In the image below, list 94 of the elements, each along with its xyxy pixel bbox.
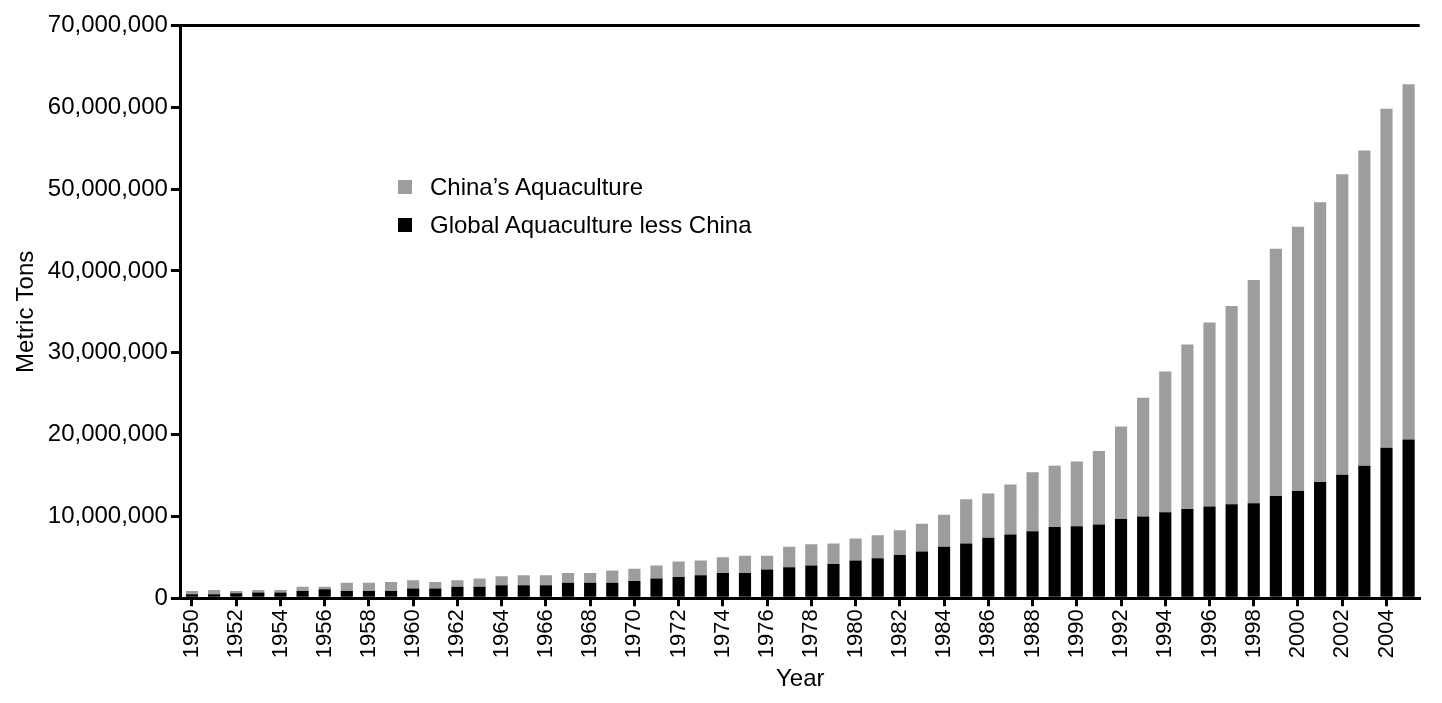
bar: [1402, 84, 1415, 440]
x-tick-label: 1972: [664, 609, 690, 659]
bar: [208, 590, 221, 595]
bar: [1092, 450, 1105, 525]
bar: [937, 514, 951, 547]
bar: [384, 581, 398, 591]
bar: [849, 538, 862, 561]
legend-label: Global Aquaculture less China: [430, 211, 752, 239]
x-tick-label: 1978: [797, 609, 823, 659]
bar: [561, 572, 575, 583]
x-tick-label: 1956: [310, 609, 336, 659]
bar: [517, 575, 530, 586]
bar: [1314, 202, 1327, 483]
x-tick-label: 1970: [620, 609, 646, 659]
x-tick-label: 1996: [1195, 609, 1221, 659]
x-tick-label: 1952: [222, 609, 248, 659]
bar: [606, 570, 619, 583]
x-tick-label: 1980: [841, 609, 867, 659]
bar: [1203, 322, 1216, 507]
x-axis-title: Year: [776, 664, 825, 692]
x-tick-label: 1992: [1107, 609, 1133, 659]
bar: [1291, 226, 1305, 492]
bar: [982, 493, 995, 538]
bar: [1048, 465, 1061, 528]
bar: [716, 557, 729, 573]
x-tick-label: 1960: [399, 609, 425, 659]
bar: [1225, 306, 1238, 505]
x-tick-label: 1958: [355, 609, 380, 659]
bar: [252, 590, 265, 593]
bar: [1070, 461, 1083, 527]
bar: [362, 582, 376, 591]
bar: [539, 575, 552, 586]
bar: [871, 535, 884, 559]
bar: [1181, 344, 1194, 510]
y-tick-label: 40,000,000: [47, 255, 168, 283]
bar: [1137, 397, 1150, 517]
y-tick-label: 0: [154, 582, 168, 610]
x-tick-label: 1950: [178, 609, 204, 659]
bar: [650, 565, 663, 579]
bar: [429, 581, 442, 589]
bar: [1269, 248, 1282, 496]
bar: [1114, 426, 1128, 519]
x-tick-label: 1988: [1018, 609, 1044, 659]
bar: [738, 555, 752, 573]
bar: [185, 590, 199, 595]
x-tick-label: 2000: [1284, 609, 1310, 659]
bar: [893, 530, 906, 555]
bar: [296, 586, 309, 591]
bar: [694, 560, 707, 576]
bar: [960, 499, 973, 544]
x-tick-label: 1994: [1151, 609, 1177, 659]
bar: [495, 576, 508, 586]
x-tick-label: 1966: [531, 609, 557, 659]
x-tick-label: 1976: [753, 609, 779, 659]
bar: [1336, 174, 1349, 475]
x-tick-label: 1954: [266, 609, 292, 659]
bar: [827, 543, 840, 564]
y-tick-label: 50,000,000: [47, 173, 168, 201]
y-axis-title: Metric Tons: [11, 250, 39, 373]
y-tick-label: 10,000,000: [47, 501, 168, 529]
bar: [1026, 472, 1039, 532]
x-tick-label: 1984: [930, 609, 956, 659]
x-tick-label: 1998: [1239, 609, 1265, 659]
y-tick-label: 60,000,000: [47, 91, 168, 119]
bar: [451, 580, 464, 587]
legend-label: China’s Aquaculture: [430, 173, 644, 201]
y-tick-label: 70,000,000: [47, 10, 168, 38]
x-tick-label: 1964: [487, 609, 513, 659]
x-tick-label: 2004: [1372, 609, 1398, 659]
x-tick-label: 1962: [443, 609, 469, 659]
x-tick-label: 1968: [576, 609, 602, 659]
bar: [915, 523, 929, 552]
bar: [1380, 108, 1393, 448]
bar: [783, 546, 796, 568]
y-tick-label: 20,000,000: [47, 419, 168, 447]
x-tick-label: 1974: [708, 609, 734, 659]
y-tick-label: 30,000,000: [47, 337, 168, 365]
bar: [1004, 484, 1017, 535]
bar: [584, 572, 597, 583]
bar: [672, 561, 685, 577]
bar: [1247, 279, 1260, 504]
x-tick-label: 2002: [1328, 609, 1354, 659]
bar: [473, 578, 486, 587]
x-tick-label: 1990: [1062, 609, 1088, 659]
bar: [805, 544, 818, 566]
bar: [340, 582, 353, 591]
bar: [761, 555, 774, 570]
x-tick-label: 1986: [974, 609, 1000, 659]
bar: [274, 590, 287, 593]
bar: [628, 568, 641, 582]
bar: [1159, 371, 1172, 513]
x-tick-label: 1982: [885, 609, 911, 659]
bar: [407, 580, 420, 589]
bar: [1358, 150, 1371, 466]
